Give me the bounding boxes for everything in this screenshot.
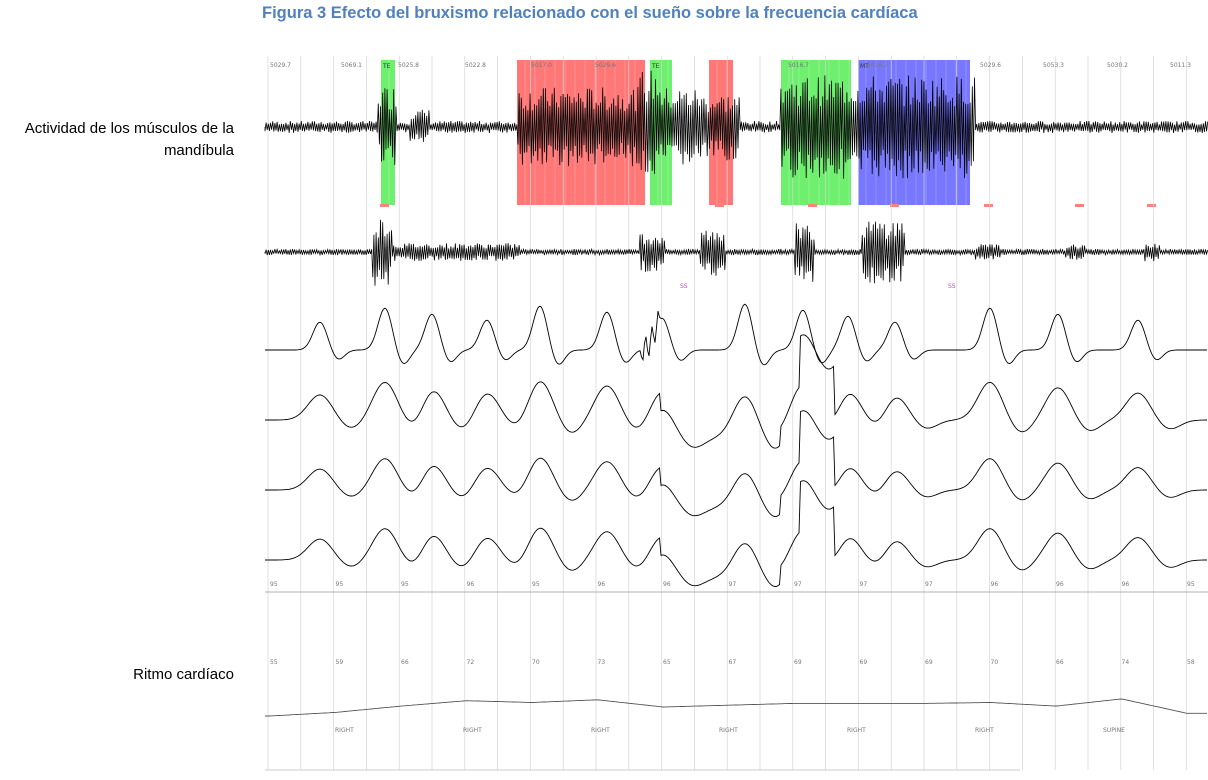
red-marker-0: [380, 204, 389, 207]
spo2-value-14: 95: [1187, 581, 1195, 588]
spo2-value-9: 97: [860, 581, 868, 588]
jaw-muscle-label: Actividad de los músculos de la mandíbul…: [24, 120, 234, 159]
ss-marker-0: SS: [680, 283, 688, 290]
red-marker-5: [1075, 204, 1084, 207]
spo2-value-6: 96: [663, 581, 671, 588]
respiratory-trace-1: [265, 303, 1207, 366]
timeline-tick-8: 5029.6: [980, 62, 1001, 69]
emg-trace-1: [264, 70, 1208, 179]
heart-rate-value-8: 69: [794, 659, 802, 666]
event-label-0: TE: [382, 63, 391, 70]
position-label-6: SUPINE: [1103, 727, 1125, 734]
respiratory-trace-2: [265, 334, 1207, 449]
spo2-value-2: 95: [401, 581, 409, 588]
red-marker-3: [890, 204, 899, 207]
figure-caption: Figura 3 Efecto del bruxismo relacionado…: [262, 4, 918, 22]
heart-rate-value-1: 59: [336, 659, 344, 666]
heart-rate-value-14: 58: [1187, 659, 1195, 666]
spo2-value-8: 97: [794, 581, 802, 588]
position-label-0: RIGHT: [335, 727, 354, 734]
spo2-value-12: 96: [1056, 581, 1064, 588]
spo2-value-11: 96: [991, 581, 999, 588]
heart-rate-value-12: 66: [1056, 659, 1064, 666]
position-label-2: RIGHT: [591, 727, 610, 734]
timeline-tick-9: 5053.3: [1043, 62, 1064, 69]
spo2-value-7: 97: [729, 581, 737, 588]
heart-rate-curve: [265, 698, 1207, 717]
respiratory-trace-3: [265, 410, 1207, 517]
spo2-value-10: 97: [925, 581, 933, 588]
heart-rate-value-5: 73: [598, 659, 606, 666]
position-label-3: RIGHT: [719, 727, 738, 734]
timeline-tick-1: 5069.1: [341, 62, 362, 69]
spo2-value-0: 95: [270, 581, 278, 588]
heart-rate-label: Ritmo cardíaco: [133, 666, 234, 683]
event-label-5: MT: [860, 63, 869, 70]
spo2-value-4: 95: [532, 581, 540, 588]
heart-rate-value-0: 55: [270, 659, 278, 666]
red-marker-4: [984, 204, 993, 207]
timeline-tick-10: 5030.2: [1107, 62, 1128, 69]
heart-rate-value-2: 66: [401, 659, 409, 666]
spo2-value-1: 95: [336, 581, 344, 588]
respiratory-trace-4: [265, 480, 1207, 587]
heart-rate-value-6: 65: [663, 659, 671, 666]
timeline-tick-3: 5022.8: [465, 62, 486, 69]
timeline-tick-6: 5016.7: [788, 62, 809, 69]
emg-trace-2: [264, 219, 1208, 286]
heart-rate-value-11: 70: [991, 659, 999, 666]
position-label-1: RIGHT: [463, 727, 482, 734]
red-marker-2: [808, 204, 817, 207]
timeline-tick-5: 5029.6: [595, 62, 616, 69]
heart-rate-value-4: 70: [532, 659, 540, 666]
heart-rate-value-3: 72: [467, 659, 475, 666]
spo2-value-13: 96: [1122, 581, 1130, 588]
heart-rate-value-13: 74: [1122, 659, 1130, 666]
heart-rate-value-9: 69: [860, 659, 868, 666]
timeline-tick-7: 5016.7: [867, 62, 888, 69]
timeline-tick-2: 5025.8: [398, 62, 419, 69]
ss-marker-1: SS: [948, 283, 956, 290]
timeline-tick-11: 5011.3: [1170, 62, 1191, 69]
spo2-value-5: 96: [598, 581, 606, 588]
timeline-tick-4: 5017.0: [531, 62, 552, 69]
event-label-2: TE: [651, 63, 660, 70]
timeline-tick-0: 5029.7: [270, 62, 291, 69]
red-marker-1: [715, 204, 724, 207]
position-label-4: RIGHT: [847, 727, 866, 734]
event-band-5: [858, 60, 970, 205]
heart-rate-value-10: 69: [925, 659, 933, 666]
red-marker-6: [1147, 204, 1156, 207]
heart-rate-value-7: 67: [729, 659, 737, 666]
position-label-5: RIGHT: [975, 727, 994, 734]
spo2-value-3: 96: [467, 581, 475, 588]
